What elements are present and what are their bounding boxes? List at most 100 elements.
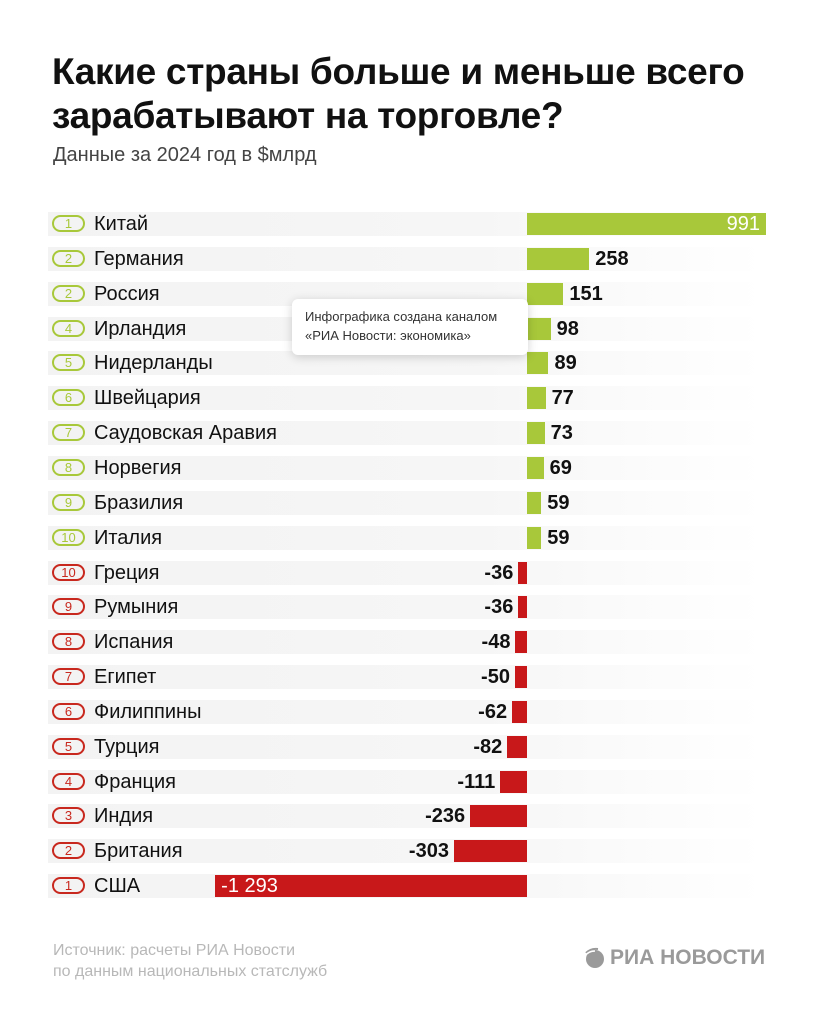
country-label: Китай [94,213,149,235]
chart-row: 3 Индия -236 [48,802,768,830]
chart-row: 1 США -1 293 [48,872,768,900]
ria-logo: РИА НОВОСТИ [583,946,765,970]
chart-row: 2 Германия 258 [48,245,768,273]
ria-logo-icon [583,947,604,968]
value-label: -303 [408,840,449,863]
value-label: -36 [484,596,514,619]
value-label: -82 [473,735,503,758]
bar [518,596,527,619]
rank-badge: 4 [52,772,85,790]
chart-row: 5 Нидерланды 89 [48,349,768,377]
rank-badge: 5 [52,737,85,755]
row-band [48,386,763,411]
bar [527,422,545,445]
row-band [48,665,763,690]
country-label: Греция [94,561,160,584]
row-band [48,455,763,480]
row-band [48,560,763,585]
value-label: -50 [481,666,510,689]
value-label: -48 [481,631,511,654]
country-label: Германия [94,247,184,270]
chart-row: 4 Франция -111 [48,768,768,796]
country-label: США [94,875,141,898]
row-band [48,769,763,794]
bar [518,561,527,584]
bar [527,526,542,549]
country-label: Индия [94,805,154,828]
source-line1: Источник: расчеты РИА Новости [53,942,296,959]
rank-badge: 3 [52,807,85,825]
chart-row: 5 Турция -82 [48,733,768,761]
bar [527,387,546,410]
bar [527,317,551,340]
rank-badge: 7 [52,424,85,442]
rank-badge: 2 [52,842,85,860]
row-band [48,839,763,864]
value-label: 151 [569,282,603,305]
chart-row: 9 Румыния -36 [48,593,768,621]
country-label: Ирландия [94,317,187,340]
country-label: Румыния [94,596,179,619]
value-label: 89 [554,352,577,375]
rank-badge: 2 [52,284,85,302]
country-label: Бразилия [94,491,184,514]
chart-row: 8 Норвегия 69 [48,454,768,482]
rank-badge: 5 [52,354,85,372]
bar [527,247,590,270]
page-title: Какие страны больше и меньше всего зараб… [52,51,745,136]
country-label: Турция [94,735,160,758]
bar [453,840,527,863]
country-label: Норвегия [94,456,182,479]
bar [215,875,527,898]
value-label: -111 [457,770,496,793]
rank-badge: 4 [52,319,85,337]
bar [527,213,766,235]
page-subtitle: Данные за 2024 год в $млрд [53,144,317,166]
chart-row: 1 Китай 991 [48,210,768,238]
rank-badge: 6 [52,389,85,407]
row-band [48,595,763,620]
value-label: -1 293 [221,875,278,898]
value-label: 991 [726,213,760,235]
row-band [48,490,763,515]
channel-note: Инфографика создана каналом «РИА Новости… [292,299,528,355]
country-label: Испания [94,631,174,654]
rank-badge: 2 [52,249,85,267]
bar [500,770,527,793]
value-label: -36 [484,561,514,584]
chart-row: 10 Италия 59 [48,524,768,552]
row-band [48,734,763,759]
bar [515,631,527,654]
rank-badge: 6 [52,702,85,720]
value-label: 98 [556,317,579,340]
value-label: -62 [478,700,508,723]
channel-note-line1: Инфографика создана каналом [305,309,498,324]
rank-badge: 10 [52,563,85,581]
bar [514,666,527,689]
chart-row: 10 Греция -36 [48,559,768,587]
value-label: 77 [551,387,574,410]
value-label: 69 [549,456,572,479]
source-note: Источник: расчеты РИА Новости по данным … [53,940,327,982]
bar [512,700,527,723]
country-label: Египет [94,666,157,689]
rank-badge: 10 [52,528,85,546]
chart-row: 9 Бразилия 59 [48,489,768,517]
source-line2: по данным национальных статслужб [53,963,328,980]
country-label: Нидерланды [94,352,213,375]
country-label: Британия [94,840,183,863]
country-label: Италия [94,526,163,549]
value-label: 258 [595,247,629,270]
country-label: Филиппины [94,700,202,723]
row-band [48,804,763,829]
country-label: Швейцария [94,387,201,410]
chart-row: 7 Саудовская Аравия 73 [48,419,768,447]
country-label: Россия [94,282,160,305]
channel-note-line2: «РИА Новости: экономика» [305,328,471,343]
country-label: Франция [94,770,176,793]
chart-row: 2 Россия 151 [48,280,768,308]
chart-row: 7 Египет -50 [48,663,768,691]
chart-row: 6 Швейцария 77 [48,384,768,412]
row-band [48,246,763,271]
value-label: -236 [425,805,466,828]
